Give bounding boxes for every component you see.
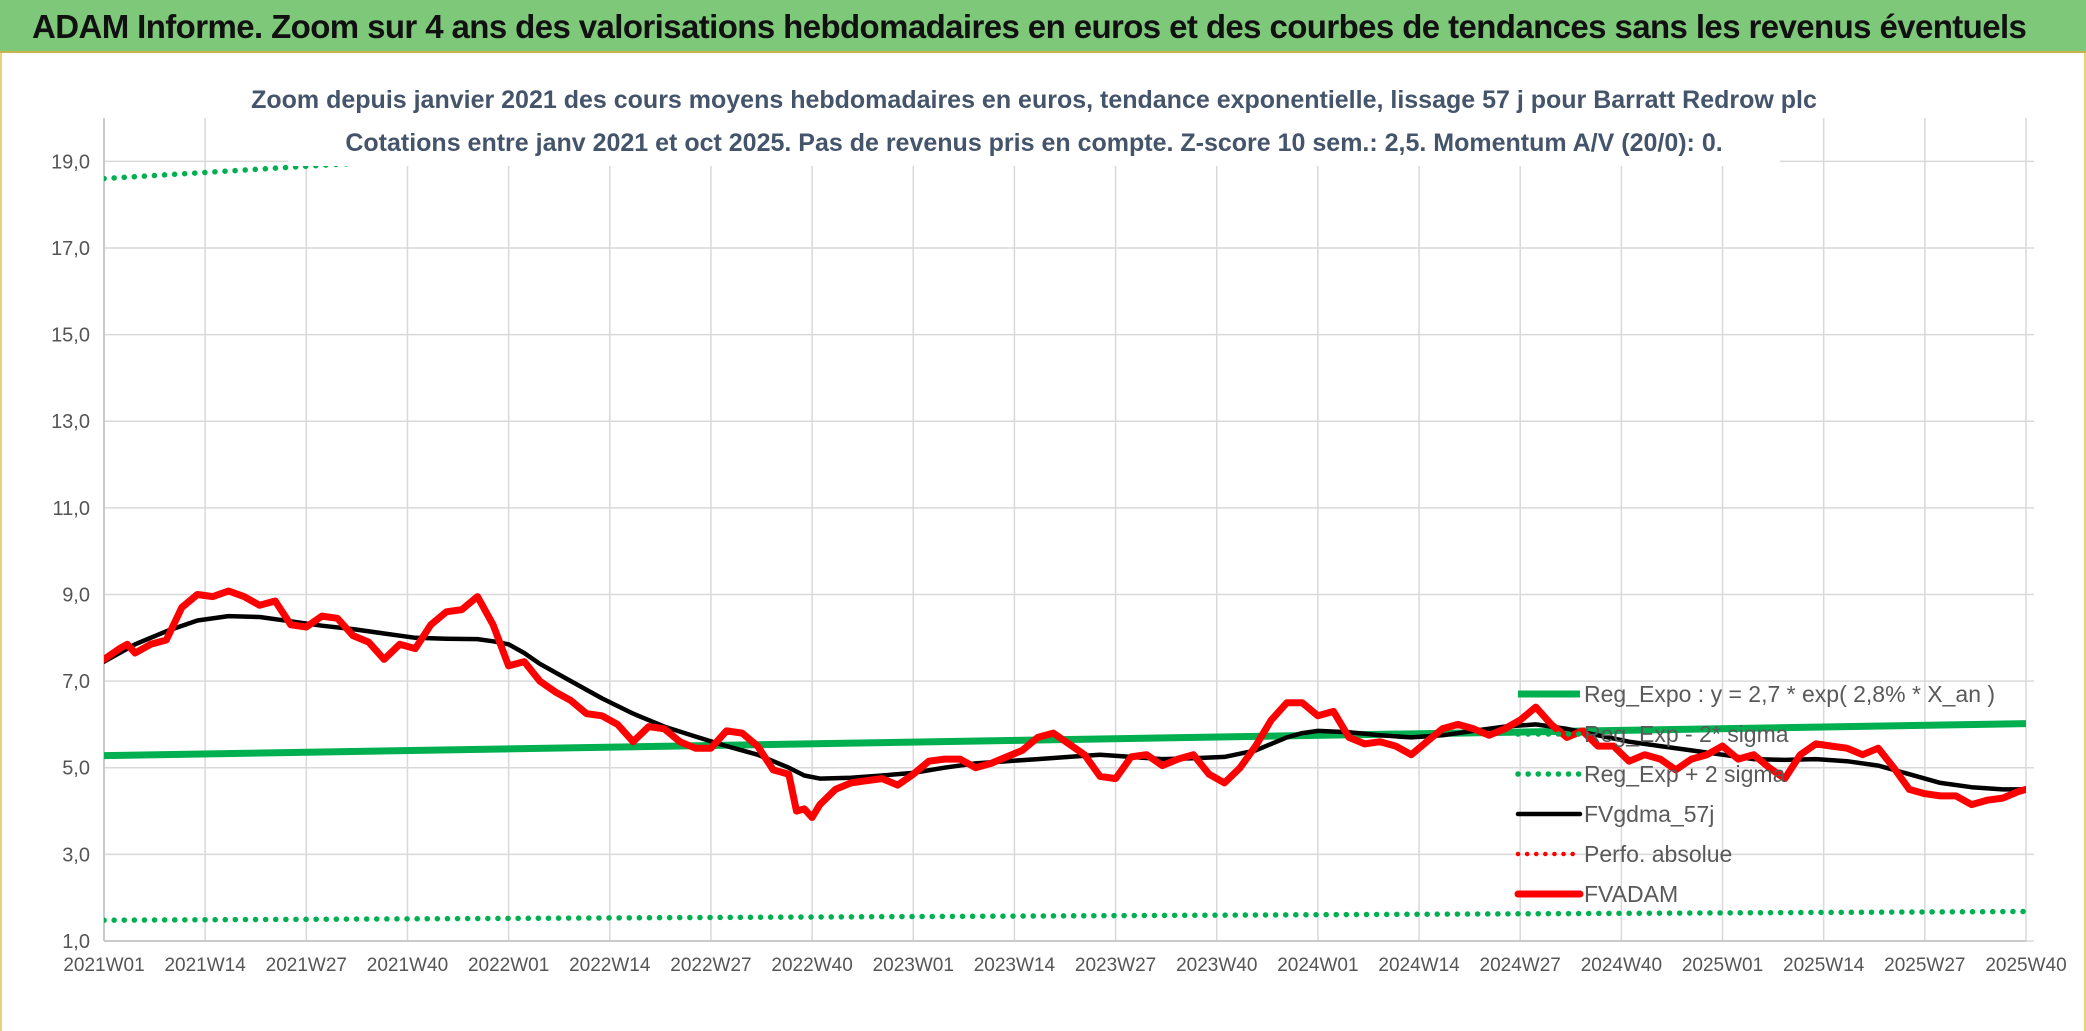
y-tick-label: 19,0 <box>51 151 90 173</box>
y-tick-label: 13,0 <box>51 411 90 433</box>
gridlines <box>103 118 2034 942</box>
y-tick-label: 15,0 <box>51 325 90 347</box>
chart-title: Zoom depuis janvier 2021 des cours moyen… <box>251 86 1817 114</box>
legend-label: Perfo. absolue <box>1584 841 1732 867</box>
x-tick-label: 2021W01 <box>63 955 144 976</box>
y-tick-label: 3,0 <box>62 844 90 866</box>
y-tick-label: 9,0 <box>62 584 90 606</box>
y-tick-label: 11,0 <box>53 498 90 520</box>
title-box <box>288 70 1780 166</box>
legend-label: Reg_Exp - 2* sigma <box>1584 721 1789 747</box>
axes: 1,0 3,0 5,0 7,0 9,0 11,0 13,0 15,0 17,0 19,0 2021W… <box>51 118 2067 976</box>
x-tick-label: 2023W14 <box>974 955 1056 976</box>
chart-frame <box>0 53 2086 1031</box>
legend-label: Reg_Expo : y = 2,7 * exp( 2,8% * X_an ) <box>1584 681 1995 707</box>
x-tick-label: 2022W40 <box>771 955 852 976</box>
x-tick-label: 2023W27 <box>1075 955 1156 976</box>
x-tick-label: 2024W14 <box>1378 955 1460 976</box>
x-tick-label: 2021W14 <box>164 955 246 976</box>
x-tick-label: 2025W27 <box>1884 955 1965 976</box>
series-reg-exp-minus-2sigma <box>104 908 2026 923</box>
x-tick-label: 2024W27 <box>1480 955 1561 976</box>
series-layer <box>104 118 2026 923</box>
report-title: ADAM Informe. Zoom sur 4 ans des valoris… <box>32 8 2027 45</box>
x-tick-label: 2025W40 <box>1985 955 2066 976</box>
x-tick-label: 2023W40 <box>1176 955 1257 976</box>
chart-subtitle: Cotations entre janv 2021 et oct 2025. P… <box>345 129 1722 157</box>
x-tick-label: 2021W27 <box>266 955 347 976</box>
legend: Reg_Expo : y = 2,7 * exp( 2,8% * X_an ) R… <box>1514 681 1995 907</box>
y-tick-label: 7,0 <box>62 671 90 693</box>
series-fvadam <box>104 587 2026 821</box>
x-tick-label: 2022W01 <box>468 955 549 976</box>
legend-label: FVADAM <box>1584 881 1678 907</box>
legend-label: Reg_Exp + 2 sigma <box>1584 761 1786 787</box>
legend-label: FVgdma_57j <box>1584 801 1714 827</box>
x-tick-label: 2022W27 <box>670 955 751 976</box>
x-tick-label: 2022W14 <box>569 955 651 976</box>
y-tick-label: 17,0 <box>51 238 90 260</box>
report-banner: ADAM Informe. Zoom sur 4 ans des valoris… <box>0 0 2086 53</box>
x-tick-label: 2025W14 <box>1783 955 1865 976</box>
series-fvgdma-57j <box>104 613 2026 792</box>
x-tick-label: 2023W01 <box>873 955 954 976</box>
x-tick-label: 2024W40 <box>1581 955 1662 976</box>
y-tick-label: 5,0 <box>62 758 90 780</box>
x-tick-label: 2025W01 <box>1682 955 1763 976</box>
x-tick-label: 2024W01 <box>1277 955 1358 976</box>
y-tick-label: 1,0 <box>62 931 90 953</box>
x-tick-label: 2021W40 <box>367 955 448 976</box>
